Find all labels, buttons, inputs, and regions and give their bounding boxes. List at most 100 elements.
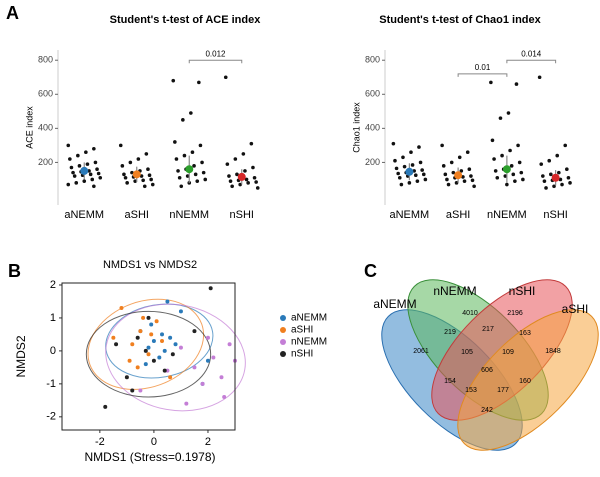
data-point bbox=[228, 179, 233, 183]
venn-region-count: 219 bbox=[444, 329, 456, 336]
data-point bbox=[225, 162, 230, 166]
x-tick-label: nNEMM bbox=[487, 209, 527, 221]
data-point bbox=[472, 184, 476, 189]
data-point bbox=[508, 148, 512, 153]
x-tick-label: nSHI bbox=[230, 209, 254, 221]
data-point bbox=[157, 355, 162, 360]
data-point bbox=[517, 160, 522, 165]
mean-point bbox=[132, 170, 141, 179]
data-point bbox=[203, 177, 208, 182]
venn-region-count: 163 bbox=[519, 330, 531, 337]
data-point bbox=[128, 160, 133, 165]
data-point bbox=[208, 286, 213, 291]
data-point bbox=[141, 178, 145, 183]
data-point bbox=[440, 143, 444, 148]
data-point bbox=[149, 322, 154, 327]
data-point bbox=[151, 339, 156, 344]
venn-region-count: 1848 bbox=[545, 348, 561, 355]
x-tick-label: nSHI bbox=[543, 209, 567, 221]
data-point bbox=[178, 345, 183, 350]
data-point bbox=[459, 169, 464, 173]
data-point bbox=[179, 184, 184, 189]
significance-bracket bbox=[188, 59, 243, 64]
data-point bbox=[251, 165, 255, 170]
data-point bbox=[173, 342, 178, 347]
venn-region-count: 160 bbox=[519, 378, 531, 385]
data-point bbox=[230, 184, 234, 189]
mean-point bbox=[502, 165, 511, 174]
data-point bbox=[565, 167, 569, 172]
data-point bbox=[205, 358, 210, 363]
data-point bbox=[227, 174, 231, 178]
data-point bbox=[182, 153, 187, 158]
p-value: 0.012 bbox=[205, 49, 226, 58]
venn-region-count: 154 bbox=[444, 378, 456, 385]
data-point bbox=[211, 355, 216, 360]
data-point bbox=[74, 181, 79, 185]
data-point bbox=[244, 177, 249, 182]
data-point bbox=[563, 143, 568, 148]
data-point bbox=[557, 170, 561, 175]
data-point bbox=[544, 186, 548, 190]
legend-marker bbox=[280, 315, 286, 321]
venn-region-count: 109 bbox=[502, 349, 514, 356]
data-point bbox=[246, 181, 250, 185]
data-point bbox=[130, 388, 135, 393]
data-point bbox=[127, 358, 132, 363]
data-point bbox=[154, 319, 159, 324]
venn-set-label: nNEMM bbox=[433, 284, 476, 298]
data-point bbox=[446, 182, 451, 187]
data-point bbox=[118, 143, 123, 148]
y-tick-label: 400 bbox=[38, 123, 53, 133]
data-point bbox=[514, 82, 519, 86]
data-point bbox=[136, 157, 141, 161]
data-point bbox=[547, 158, 552, 163]
data-point bbox=[82, 179, 87, 183]
venn-region-count: 105 bbox=[461, 349, 473, 356]
data-point bbox=[192, 164, 196, 168]
data-point bbox=[492, 157, 496, 161]
data-point bbox=[423, 177, 428, 182]
x-tick-label: aNEMM bbox=[64, 209, 104, 221]
data-point bbox=[235, 172, 239, 177]
data-point bbox=[168, 375, 173, 380]
venn-region-count: 242 bbox=[481, 407, 493, 414]
y-tick-label: 1 bbox=[50, 312, 56, 324]
data-point bbox=[238, 182, 242, 187]
data-point bbox=[495, 175, 500, 180]
data-point bbox=[144, 152, 149, 156]
data-point bbox=[85, 162, 90, 166]
y-tick-label: 200 bbox=[38, 157, 53, 167]
confidence-ellipse bbox=[105, 303, 246, 412]
mean-point bbox=[237, 172, 246, 181]
data-point bbox=[418, 160, 423, 165]
chart-title: NMDS1 vs NMDS2 bbox=[103, 259, 197, 271]
data-point bbox=[413, 173, 418, 177]
data-point bbox=[399, 182, 404, 187]
data-point bbox=[519, 170, 524, 175]
data-point bbox=[255, 186, 260, 190]
data-point bbox=[511, 172, 516, 177]
data-point bbox=[174, 157, 179, 161]
data-point bbox=[205, 335, 210, 340]
data-point bbox=[177, 175, 182, 180]
y-axis-label: Chao1 index bbox=[351, 102, 361, 153]
data-point bbox=[147, 173, 152, 177]
x-tick-label: 0 bbox=[151, 436, 157, 448]
data-point bbox=[200, 381, 205, 386]
data-point bbox=[420, 168, 424, 172]
data-point bbox=[178, 309, 183, 314]
data-point bbox=[449, 160, 454, 165]
data-point bbox=[391, 141, 396, 146]
x-tick-label: aSHI bbox=[125, 209, 149, 221]
data-point bbox=[197, 80, 201, 85]
data-point bbox=[500, 153, 504, 158]
data-point bbox=[521, 177, 525, 182]
data-point bbox=[66, 182, 71, 187]
data-point bbox=[130, 342, 135, 347]
data-point bbox=[103, 404, 108, 409]
data-point bbox=[493, 169, 498, 173]
data-point bbox=[402, 164, 407, 169]
venn-region-count: 217 bbox=[482, 326, 494, 333]
mean-point bbox=[405, 167, 414, 176]
